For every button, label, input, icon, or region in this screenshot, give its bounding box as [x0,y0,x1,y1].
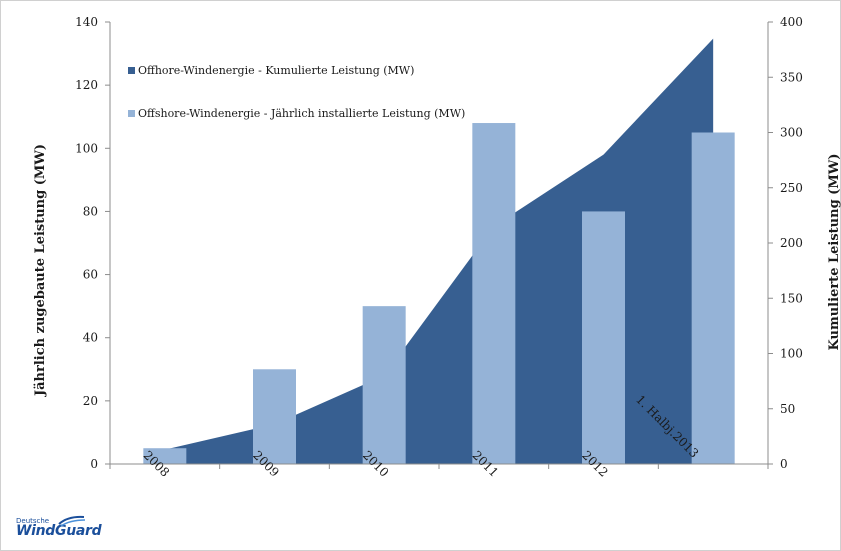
legend-label-annual: Offshore-Windenergie - Jährlich installi… [138,107,465,120]
y-tick-label-right: 50 [780,402,795,416]
legend-label-cumulative: Offhore-Windenergie - Kumulierte Leistun… [138,64,414,77]
bar-2012 [582,211,625,464]
y-tick-label-right: 200 [780,236,803,250]
cumulative-area [143,38,714,464]
y-tick-label-left: 0 [90,457,98,471]
y-tick-label-left: 60 [83,268,98,282]
y-tick-label-left: 120 [75,78,98,92]
y-tick-label-left: 40 [83,331,98,345]
bar-layer [143,123,735,465]
y-tick-label-left: 100 [75,141,98,155]
legend-swatch-annual [128,110,135,117]
windguard-swoosh-icon [58,515,86,527]
y-axis-title-left: Jährlich zugebaute Leistung (MW) [33,144,48,397]
bar-2010 [362,306,406,464]
logo-big-text: WindGuard [16,523,102,539]
y-tick-label-right: 250 [780,181,803,195]
legend-swatch-cumulative [128,67,135,74]
logo-small-text: Deutsche [16,517,50,525]
y-tick-label-left: 80 [83,204,98,218]
y-axis-title-right: Kumulierte Leistung (MW) [827,154,841,351]
y-tick-label-right: 0 [780,457,788,471]
bar-2009 [253,369,296,464]
y-tick-label-right: 350 [780,70,803,84]
bar-2011 [472,123,516,465]
bar-2008 [143,448,187,464]
y-tick-label-right: 400 [780,15,803,29]
y-tick-label-right: 150 [780,291,803,305]
y-tick-label-right: 100 [780,347,803,361]
y-tick-label-right: 300 [780,126,803,140]
y-tick-label-left: 20 [83,394,98,408]
y-tick-label-left: 140 [75,15,98,29]
area-layer [143,38,714,464]
legend: Offhore-Windenergie - Kumulierte Leistun… [128,64,465,120]
bar-1-halbj-2013 [691,132,735,464]
